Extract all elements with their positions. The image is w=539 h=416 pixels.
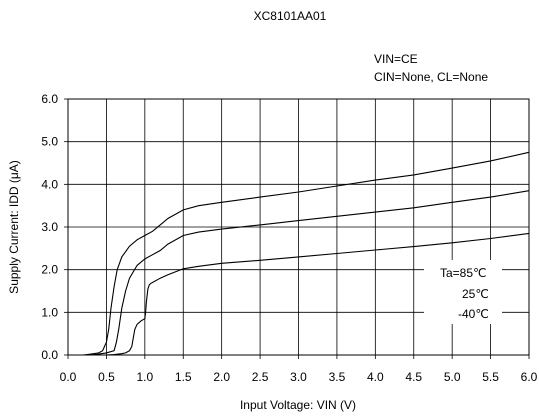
x-tick-label: 5.5 (482, 370, 499, 384)
series-line-1 (83, 151, 530, 356)
x-tick-label: 4.0 (367, 370, 384, 384)
x-tick-label: 1.0 (136, 370, 153, 384)
x-tick-label: 3.0 (290, 370, 307, 384)
y-tick-label: 1.0 (41, 305, 58, 319)
y-tick-label: 0.0 (41, 348, 58, 362)
y-tick-label: 6.0 (41, 92, 58, 106)
x-tick-label: 4.5 (405, 370, 422, 384)
y-tick-label: 5.0 (41, 135, 58, 149)
legend-label-25: 25℃ (462, 287, 489, 301)
x-tick-label: 1.5 (175, 370, 192, 384)
series-line-3 (106, 232, 530, 356)
x-tick-label: 0.0 (60, 370, 77, 384)
y-tick-label: 3.0 (41, 220, 58, 234)
series-group (83, 151, 530, 356)
plot-frame (67, 98, 530, 356)
x-tick-label: 6.0 (521, 370, 538, 384)
condition-line-1: VIN=CE (374, 52, 418, 66)
y-tick-label: 4.0 (41, 177, 58, 191)
legend: Ta=85℃ 25℃ -40℃ (424, 260, 502, 324)
x-tick-label: 3.5 (329, 370, 346, 384)
y-tick-label: 2.0 (41, 263, 58, 277)
chart-title: XC8101AA01 (254, 9, 327, 23)
series-line-2 (90, 190, 530, 356)
x-axis-label: Input Voltage: VIN (V) (240, 398, 356, 412)
x-tick-label: 0.5 (98, 370, 115, 384)
x-tick-label: 2.5 (252, 370, 269, 384)
legend-label-m40: -40℃ (458, 307, 489, 321)
x-tick-label: 2.0 (213, 370, 230, 384)
y-axis-label: Supply Current: IDD (μA) (7, 160, 21, 294)
x-tick-label: 5.0 (444, 370, 461, 384)
tick-labels: 0.0 0.5 1.0 1.5 2.0 2.5 3.0 3.5 4.0 4.5 5.0 5.5 6.0 0… (41, 92, 537, 384)
legend-box (424, 260, 502, 324)
condition-line-2: CIN=None, CL=None (374, 70, 488, 84)
legend-label-85: Ta=85℃ (440, 266, 487, 280)
